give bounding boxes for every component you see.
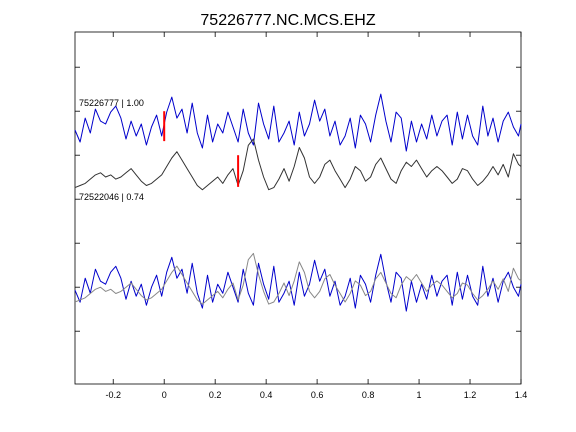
trace-label-reference: 75226777 | 1.00: [79, 98, 144, 108]
traces: [74, 93, 522, 312]
chart-title: 75226777.NC.MCS.EHZ: [200, 12, 375, 29]
x-tick-label: 1.2: [464, 390, 477, 400]
plot-frame: [74, 31, 522, 385]
x-tick-label: 0.8: [362, 390, 375, 400]
x-tick-label: 1: [417, 390, 422, 400]
trace-line-3: [74, 252, 522, 305]
x-tick-label: 0.2: [209, 390, 222, 400]
trace-label-match: 72522046 | 0.74: [79, 192, 144, 202]
x-tick-label: 0: [162, 390, 167, 400]
trace-line-0: [74, 93, 522, 152]
trace-line-2: [74, 253, 522, 312]
pick-markers: [163, 111, 240, 187]
x-tick-label: 0.6: [311, 390, 324, 400]
x-tick-label: 0.4: [260, 390, 273, 400]
x-tick-label: 1.4: [515, 390, 528, 400]
x-tick-label: -0.2: [105, 390, 121, 400]
axis-ticks: -0.2 0 0.2 0.4 0.6 0.8 1 1.2 1.4: [75, 32, 527, 400]
trace-line-1: [74, 138, 522, 191]
